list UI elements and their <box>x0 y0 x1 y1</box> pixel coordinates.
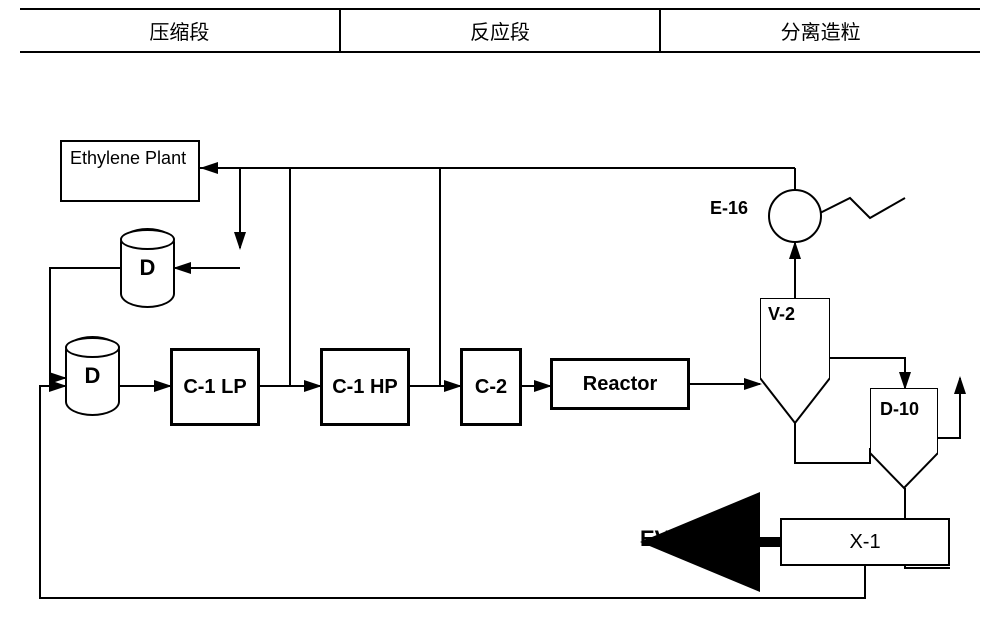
reactor-label: Reactor <box>583 373 657 396</box>
ethylene-plant-block: Ethylene Plant <box>60 140 200 202</box>
c1-hp-block: C-1 HP <box>320 348 410 426</box>
c1-lp-block: C-1 LP <box>170 348 260 426</box>
ethylene-plant-label: Ethylene Plant <box>70 148 186 169</box>
section-separation: 分离造粒 <box>661 10 980 51</box>
drum-lower: D <box>65 336 120 416</box>
d10-label: D-10 <box>880 400 919 420</box>
drum-upper-label: D <box>140 255 156 281</box>
section-header: 压缩段 反应段 分离造粒 <box>20 8 980 53</box>
c1-lp-label: C-1 LP <box>183 376 246 399</box>
reactor-block: Reactor <box>550 358 690 410</box>
section-reaction: 反应段 <box>341 10 662 51</box>
c2-block: C-2 <box>460 348 522 426</box>
x1-label: X-1 <box>849 531 880 554</box>
drum-lower-label: D <box>85 363 101 389</box>
c1-hp-label: C-1 HP <box>332 376 398 399</box>
section-compress: 压缩段 <box>20 10 341 51</box>
c2-label: C-2 <box>475 376 507 399</box>
flow-canvas: Ethylene Plant D D C-1 LP C-1 HP C-2 Rea… <box>0 68 1000 624</box>
e16-exchanger <box>767 188 823 244</box>
v2-label: V-2 <box>768 304 795 325</box>
e16-label: E-16 <box>710 198 748 219</box>
x1-block: X-1 <box>780 518 950 566</box>
drum-upper: D <box>120 228 175 308</box>
eva-output-label: EVA <box>640 526 684 552</box>
